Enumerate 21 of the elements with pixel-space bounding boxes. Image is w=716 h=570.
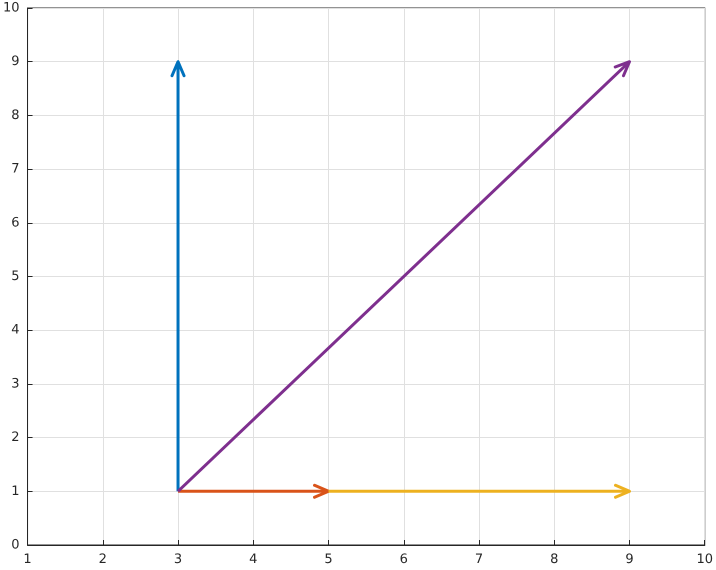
x-tick-label: 3 (174, 552, 182, 567)
y-tick-label: 6 (11, 215, 20, 230)
x-tick-label: 4 (249, 552, 258, 567)
y-tick-label: 2 (11, 430, 20, 446)
y-tick-label: 9 (11, 54, 20, 70)
x-tick-label: 5 (324, 552, 333, 567)
x-tick-label: 1 (23, 552, 32, 567)
y-tick-label: 3 (11, 376, 20, 392)
y-tick-label: 8 (11, 108, 20, 123)
x-tick-label: 8 (550, 552, 558, 567)
x-tick-label: 6 (400, 552, 408, 567)
y-tick-label: 5 (11, 269, 20, 284)
y-tick-label: 4 (11, 322, 20, 338)
y-tick-label: 7 (11, 162, 20, 177)
x-tick-label: 10 (696, 552, 713, 567)
x-tick-label: 9 (625, 552, 634, 567)
y-tick-label: 0 (11, 538, 20, 552)
x-tick-label: 7 (474, 552, 484, 567)
y-tick-label: 1 (11, 484, 20, 499)
x-tick-label: 2 (98, 552, 107, 567)
y-tick-label: 10 (2, 0, 20, 16)
